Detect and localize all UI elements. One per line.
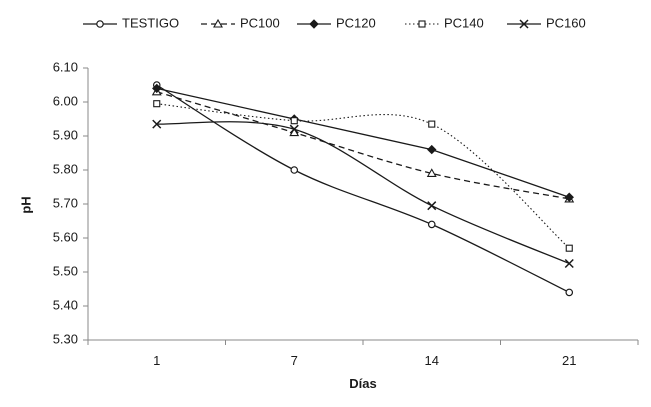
- series-pc120: [152, 83, 574, 202]
- data-point-pc120: [152, 83, 162, 94]
- legend-swatch-marker: [213, 18, 223, 28]
- x-tick-label: 1: [153, 353, 160, 368]
- legend-swatch-marker: [309, 19, 319, 29]
- x-tick-label: 21: [562, 353, 576, 368]
- series-line-testigo: [156, 84, 570, 293]
- y-tick-label: 5.90: [53, 127, 78, 142]
- legend-swatch-marker: [519, 19, 529, 29]
- legend-item-pc120: PC120: [297, 15, 376, 30]
- data-point-pc100: [426, 168, 437, 177]
- data-point-pc140: [428, 120, 436, 128]
- legend-label: PC120: [336, 15, 376, 30]
- plot-area: [151, 81, 575, 297]
- y-axis-title: pH: [18, 196, 33, 213]
- legend-label: PC160: [546, 15, 586, 30]
- series-line-pc120: [156, 87, 570, 198]
- x-tick-label: 14: [425, 353, 439, 368]
- legend-item-pc140: PC140: [405, 15, 484, 30]
- series-line-pc140: [156, 103, 570, 249]
- data-point-testigo: [427, 220, 436, 229]
- x-tick-label: 7: [291, 353, 298, 368]
- data-point-pc140: [565, 244, 573, 252]
- y-tick-label: 5.70: [53, 195, 78, 210]
- series-pc100: [151, 86, 575, 203]
- series-line-pc100: [156, 91, 570, 200]
- data-point-pc140: [153, 100, 161, 108]
- series-testigo: [152, 81, 574, 297]
- legend-item-pc100: PC100: [201, 15, 280, 30]
- data-point-pc140: [290, 117, 298, 125]
- legend-swatch-marker: [418, 20, 426, 28]
- y-tick-label: 5.30: [53, 331, 78, 346]
- x-axis-title: Días: [349, 376, 376, 391]
- series-line-pc160: [156, 121, 570, 265]
- legend-swatch-marker: [96, 20, 104, 28]
- y-tick-label: 5.60: [53, 229, 78, 244]
- y-tick-label: 5.40: [53, 297, 78, 312]
- series-pc140: [153, 100, 573, 252]
- data-point-pc160: [427, 201, 437, 211]
- legend: TESTIGO PC100 PC120 PC140 PC160: [83, 15, 586, 30]
- x-axis: 1 7 14 21: [87, 340, 639, 368]
- y-tick-label: 5.80: [53, 161, 78, 176]
- y-tick-label: 6.10: [53, 59, 78, 74]
- y-tick-label: 6.00: [53, 93, 78, 108]
- legend-item-testigo: TESTIGO: [83, 15, 179, 30]
- data-point-pc160: [564, 258, 574, 269]
- data-point-testigo: [565, 288, 574, 297]
- legend-label: PC140: [444, 15, 484, 30]
- series-pc160: [152, 119, 574, 269]
- y-tick-label: 5.50: [53, 263, 78, 278]
- data-point-pc120: [564, 192, 574, 202]
- data-point-testigo: [290, 166, 299, 174]
- data-point-pc160: [152, 119, 162, 129]
- y-axis: 5.30 5.40 5.50 5.60 5.70 5.80 5.90 6.00 6.10: [53, 59, 88, 346]
- legend-item-pc160: PC160: [507, 15, 586, 30]
- data-point-pc120: [427, 144, 437, 155]
- data-point-pc160: [289, 124, 299, 134]
- legend-label: PC100: [240, 15, 280, 30]
- legend-label: TESTIGO: [122, 15, 179, 30]
